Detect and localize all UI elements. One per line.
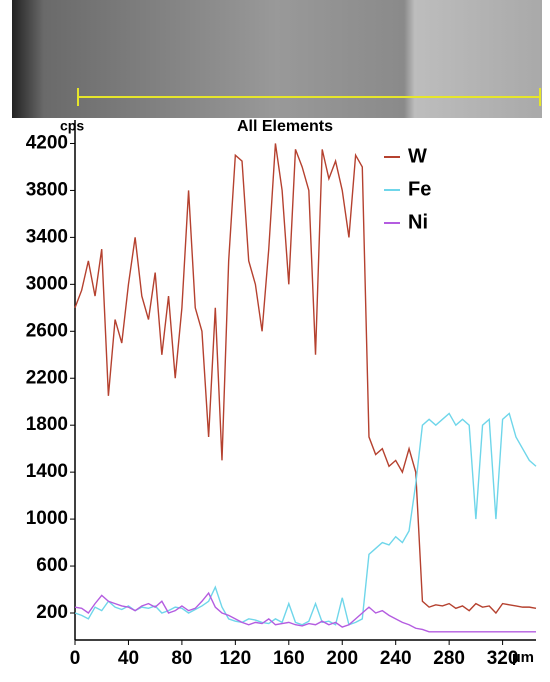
y-tick-label: 600	[36, 555, 68, 576]
y-tick-label: 200	[36, 602, 68, 623]
y-tick-label: 2600	[26, 320, 68, 341]
y-tick-label: 3400	[26, 226, 68, 247]
x-tick-label: 120	[219, 648, 251, 669]
sem-image	[12, 0, 542, 118]
chart-title: All Elements	[237, 118, 333, 135]
x-tick-label: 240	[380, 648, 412, 669]
series-line	[74, 412, 537, 626]
x-tick-label: 280	[433, 648, 465, 669]
x-tick-label: 200	[326, 648, 358, 669]
x-tick-label: 320	[487, 648, 519, 669]
legend-label: W	[408, 145, 427, 167]
y-tick-label: 3000	[26, 273, 68, 294]
x-axis-label: µm	[512, 649, 534, 666]
legend-label: Ni	[408, 211, 428, 233]
y-tick-label: 2200	[26, 367, 68, 388]
y-tick-label: 3800	[26, 179, 68, 200]
series-line	[74, 591, 536, 633]
x-tick-label: 40	[118, 648, 139, 669]
x-tick-label: 0	[70, 648, 81, 669]
x-tick-label: 80	[171, 648, 192, 669]
y-axis-label: cps	[60, 118, 84, 134]
x-tick-label: 160	[273, 648, 305, 669]
legend-label: Fe	[408, 178, 431, 200]
y-tick-label: 1000	[26, 508, 68, 529]
series-line	[74, 143, 537, 615]
y-tick-label: 1800	[26, 414, 68, 435]
y-tick-label: 1400	[26, 461, 68, 482]
y-tick-label: 4200	[26, 132, 68, 153]
